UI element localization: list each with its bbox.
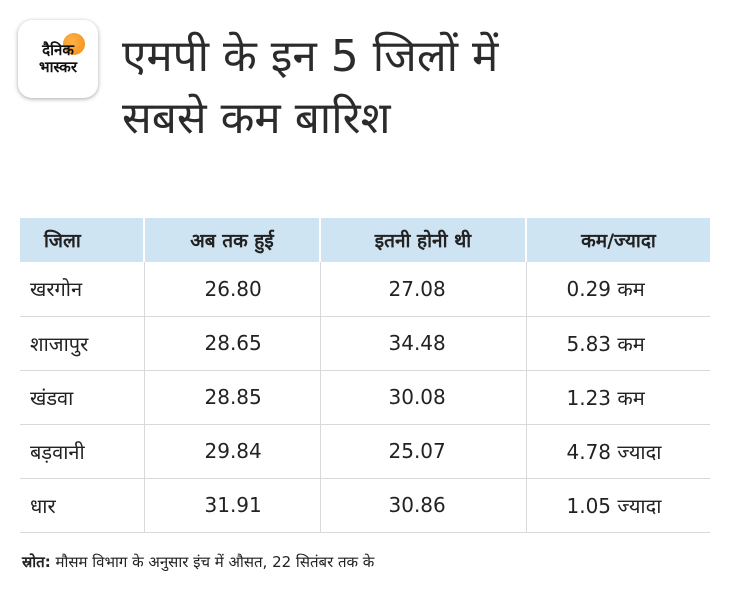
cell-expected: 30.08 bbox=[320, 370, 527, 425]
table-row: खरगोन 26.80 27.08 0.29 कम bbox=[20, 262, 710, 317]
cell-district: धार bbox=[20, 478, 145, 533]
cell-difference: 0.29 कम bbox=[526, 262, 710, 317]
logo-line-1: दैनिक bbox=[42, 41, 74, 59]
logo-line-2: भास्कर bbox=[39, 58, 77, 76]
cell-received: 28.65 bbox=[144, 316, 321, 371]
cell-difference: 4.78 ज्यादा bbox=[526, 424, 710, 479]
dainik-bhaskar-logo: दैनिक भास्कर bbox=[18, 20, 98, 98]
cell-district: खंडवा bbox=[20, 370, 145, 425]
cell-received: 31.91 bbox=[144, 478, 321, 533]
cell-received: 28.85 bbox=[144, 370, 321, 425]
cell-expected: 34.48 bbox=[320, 316, 527, 371]
header-expected: इतनी होनी थी bbox=[320, 218, 527, 262]
table-row: बड़वानी 29.84 25.07 4.78 ज्यादा bbox=[20, 424, 710, 479]
cell-expected: 25.07 bbox=[320, 424, 527, 479]
table-row: धार 31.91 30.86 1.05 ज्यादा bbox=[20, 478, 710, 533]
sun-icon bbox=[63, 33, 85, 55]
cell-district: बड़वानी bbox=[20, 424, 145, 479]
headline-line-1: एमपी के इन 5 जिलों में bbox=[122, 31, 499, 82]
cell-expected: 27.08 bbox=[320, 262, 527, 317]
headline: एमपी के इन 5 जिलों में सबसे कम बारिश bbox=[122, 26, 712, 150]
source-note: स्रोत: मौसम विभाग के अनुसार इंच में औसत,… bbox=[22, 552, 374, 572]
table-header-row: जिला अब तक हुई इतनी होनी थी कम/ज्यादा bbox=[20, 218, 710, 262]
cell-difference: 5.83 कम bbox=[526, 316, 710, 371]
source-label: स्रोत: bbox=[22, 553, 51, 571]
header-district: जिला bbox=[20, 218, 145, 262]
cell-district: खरगोन bbox=[20, 262, 145, 317]
cell-expected: 30.86 bbox=[320, 478, 527, 533]
source-text: मौसम विभाग के अनुसार इंच में औसत, 22 सित… bbox=[50, 553, 375, 571]
headline-line-2: सबसे कम बारिश bbox=[122, 93, 391, 144]
cell-received: 26.80 bbox=[144, 262, 321, 317]
header-received: अब तक हुई bbox=[144, 218, 321, 262]
table-row: शाजापुर 28.65 34.48 5.83 कम bbox=[20, 316, 710, 371]
cell-difference: 1.05 ज्यादा bbox=[526, 478, 710, 533]
cell-district: शाजापुर bbox=[20, 316, 145, 371]
rainfall-table: जिला अब तक हुई इतनी होनी थी कम/ज्यादा खर… bbox=[20, 218, 710, 533]
cell-received: 29.84 bbox=[144, 424, 321, 479]
cell-difference: 1.23 कम bbox=[526, 370, 710, 425]
header-difference: कम/ज्यादा bbox=[581, 230, 656, 252]
table-row: खंडवा 28.85 30.08 1.23 कम bbox=[20, 370, 710, 425]
